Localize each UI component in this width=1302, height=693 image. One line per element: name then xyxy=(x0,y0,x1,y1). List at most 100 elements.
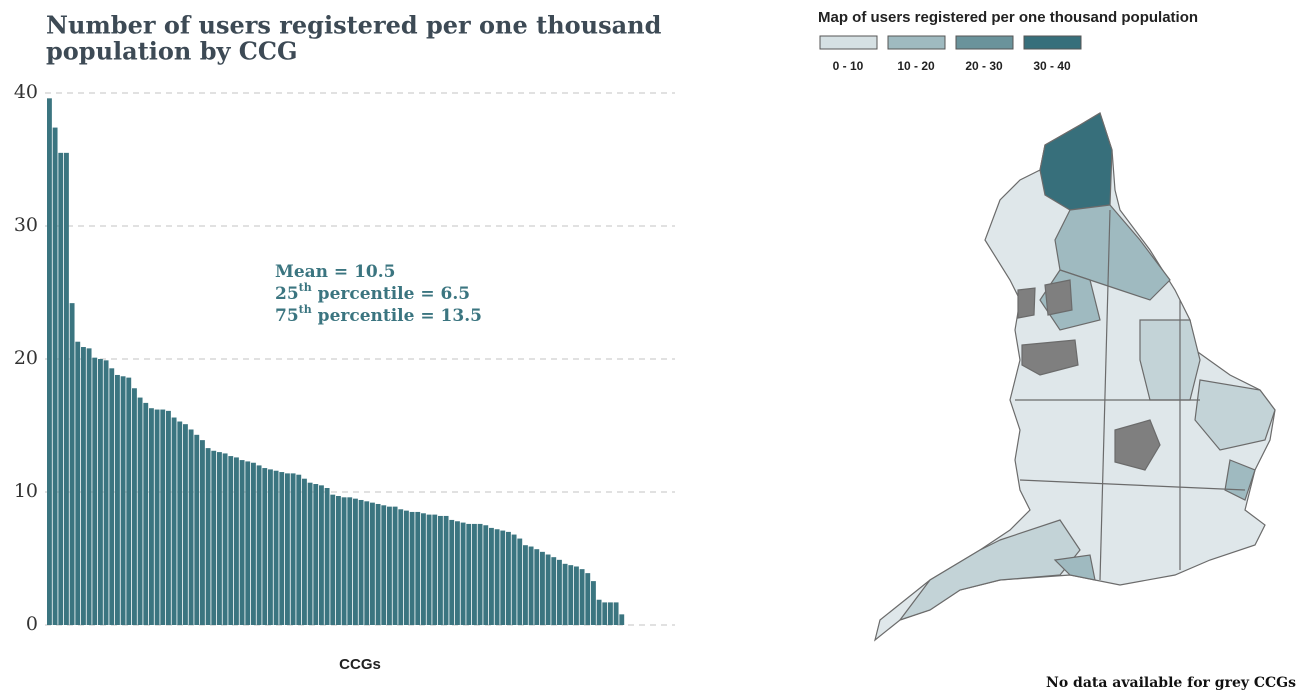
bar xyxy=(52,127,58,625)
map-title: Map of users registered per one thousand… xyxy=(818,9,1198,26)
bar xyxy=(200,440,205,625)
map-region xyxy=(1194,379,1276,451)
map-border xyxy=(1099,209,1111,581)
bar xyxy=(126,377,132,625)
bar xyxy=(528,546,534,625)
bar xyxy=(319,485,324,625)
legend-label: 30 - 40 xyxy=(1033,59,1071,73)
bar xyxy=(551,557,557,625)
bar xyxy=(455,521,460,625)
bar xyxy=(534,549,540,625)
bar xyxy=(166,410,171,625)
bar xyxy=(234,457,239,625)
bar xyxy=(256,465,262,625)
legend-label: 10 - 20 xyxy=(897,59,935,73)
england-map xyxy=(873,112,1276,642)
bar xyxy=(69,303,75,625)
bar xyxy=(86,348,92,625)
bar xyxy=(483,525,489,625)
annotation: 25th percentile = 6.5 xyxy=(275,281,470,304)
bar xyxy=(330,494,336,625)
bar xyxy=(568,565,574,625)
bar xyxy=(415,511,421,625)
bar xyxy=(290,473,296,625)
legend-label: 20 - 30 xyxy=(965,59,1003,73)
bar xyxy=(443,515,449,625)
bar xyxy=(103,360,109,625)
bar xyxy=(347,497,353,625)
bar xyxy=(149,408,154,625)
bar xyxy=(273,470,279,625)
bar xyxy=(449,519,455,625)
bar xyxy=(336,495,341,625)
bar xyxy=(137,397,143,625)
bar xyxy=(251,462,256,625)
bar xyxy=(585,573,591,625)
map-no-data xyxy=(1017,287,1036,319)
bar xyxy=(188,429,194,625)
map-region xyxy=(1139,319,1201,401)
bar xyxy=(313,484,319,625)
map-note: No data available for grey CCGs xyxy=(1046,675,1296,691)
bar xyxy=(98,359,103,625)
bar xyxy=(432,514,438,625)
bar xyxy=(370,502,375,625)
map-no-data xyxy=(1021,339,1079,376)
bar xyxy=(279,472,285,625)
legend-swatch xyxy=(955,35,1014,50)
bar xyxy=(245,461,251,625)
map-region xyxy=(898,519,1081,622)
bar xyxy=(523,545,528,625)
bar xyxy=(109,368,115,625)
bar xyxy=(307,482,313,625)
y-tick-label: 40 xyxy=(14,81,38,103)
bar xyxy=(228,456,234,625)
map-border xyxy=(1019,479,1246,491)
annotation-part: 25 xyxy=(275,284,299,304)
bar xyxy=(460,522,466,625)
legend-swatch xyxy=(887,35,946,50)
bar xyxy=(58,152,64,625)
bar xyxy=(613,602,619,625)
bar xyxy=(285,473,290,625)
bar xyxy=(47,98,52,625)
bar xyxy=(602,602,608,625)
bar xyxy=(438,515,443,625)
bar xyxy=(472,523,477,625)
y-tick-label: 20 xyxy=(14,347,38,369)
bar xyxy=(375,503,381,625)
bar xyxy=(392,506,398,625)
bar xyxy=(398,509,404,625)
bar xyxy=(426,514,432,625)
bar xyxy=(183,424,188,625)
annotation-part: percentile = 6.5 xyxy=(312,284,470,304)
bar xyxy=(217,452,222,625)
legend-swatch xyxy=(819,35,878,50)
bar xyxy=(596,599,602,625)
bar xyxy=(154,409,160,625)
bar xyxy=(409,511,415,625)
bar xyxy=(466,523,472,625)
annotation-part: 75 xyxy=(275,306,299,326)
bar xyxy=(421,513,426,625)
bar xyxy=(132,388,137,625)
annotation-part: th xyxy=(299,303,312,316)
bar xyxy=(500,530,506,625)
bar xyxy=(75,341,81,625)
bar xyxy=(177,421,183,625)
bar xyxy=(545,554,551,625)
bar xyxy=(358,499,364,625)
map-region xyxy=(1039,112,1113,211)
bar xyxy=(211,450,217,625)
bar xyxy=(239,460,245,625)
y-tick-label: 10 xyxy=(14,480,38,502)
bar xyxy=(494,529,500,625)
bar xyxy=(296,474,302,625)
chart-title: Number of users registered per one thous… xyxy=(46,11,662,40)
bar xyxy=(506,531,511,625)
bar xyxy=(562,563,568,625)
bar xyxy=(81,347,86,625)
x-axis-label: CCGs xyxy=(339,656,381,673)
y-tick-label: 0 xyxy=(26,613,38,635)
